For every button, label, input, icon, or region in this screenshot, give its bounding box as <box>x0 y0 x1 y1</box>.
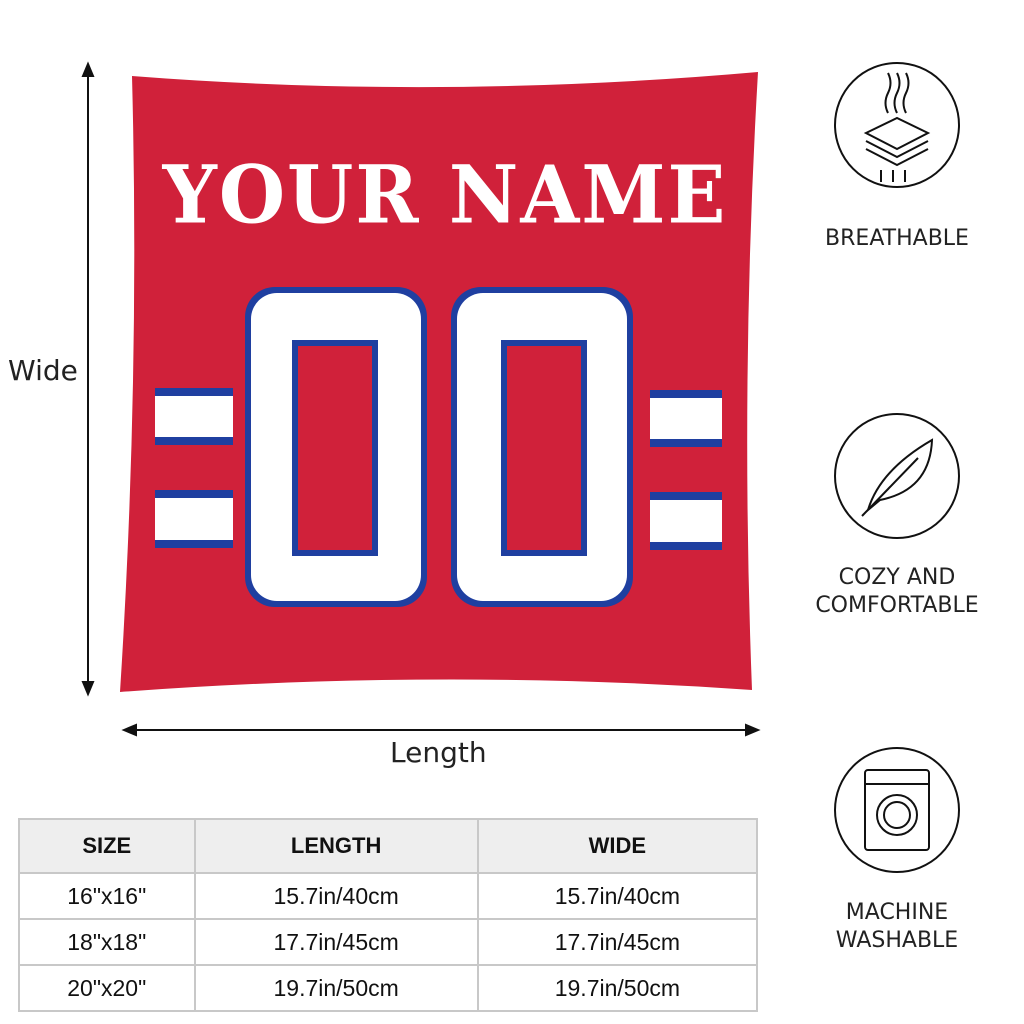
cell-wide: 15.7in/40cm <box>476 872 759 920</box>
cell-length: 19.7in/50cm <box>193 964 479 1012</box>
feature-label: BREATHABLE <box>825 226 969 251</box>
washing-machine-icon <box>834 747 960 873</box>
cell-length: 15.7in/40cm <box>193 872 479 920</box>
sleeve-stripes-left <box>155 388 233 548</box>
header-length: LENGTH <box>193 818 479 874</box>
feature-label: COMFORTABLE <box>815 593 979 618</box>
cell-wide: 19.7in/50cm <box>476 964 759 1012</box>
height-arrow <box>81 61 95 697</box>
feature-washable: MACHINE WASHABLE <box>797 899 997 955</box>
table-header-row: SIZE LENGTH WIDE <box>18 818 759 874</box>
length-label: Length <box>390 736 487 769</box>
feature-label: COZY AND <box>838 565 956 590</box>
length-arrow <box>121 723 761 737</box>
cell-size: 18"x18" <box>18 918 196 966</box>
custom-name-text: YOUR NAME <box>162 147 728 242</box>
cell-length: 17.7in/45cm <box>193 918 479 966</box>
table-row: 16"x16" 15.7in/40cm 15.7in/40cm <box>18 872 759 920</box>
cell-size: 16"x16" <box>18 872 196 920</box>
wide-label: Wide <box>8 354 78 387</box>
jersey-number <box>245 287 633 607</box>
size-table: SIZE LENGTH WIDE 16"x16" 15.7in/40cm 15.… <box>18 818 759 1012</box>
feather-icon <box>834 413 960 539</box>
header-wide: WIDE <box>476 818 759 874</box>
feature-breathable: BREATHABLE <box>797 225 997 253</box>
cell-size: 20"x20" <box>18 964 196 1012</box>
header-size: SIZE <box>18 818 196 874</box>
table-row: 18"x18" 17.7in/45cm 17.7in/45cm <box>18 918 759 966</box>
feature-label: MACHINE <box>845 900 949 925</box>
feature-label: WASHABLE <box>835 928 959 953</box>
breathable-layers-icon <box>834 62 960 188</box>
feature-cozy: COZY AND COMFORTABLE <box>797 564 997 620</box>
cell-wide: 17.7in/45cm <box>476 918 759 966</box>
table-row: 20"x20" 19.7in/50cm 19.7in/50cm <box>18 964 759 1012</box>
sleeve-stripes-right <box>650 390 722 550</box>
